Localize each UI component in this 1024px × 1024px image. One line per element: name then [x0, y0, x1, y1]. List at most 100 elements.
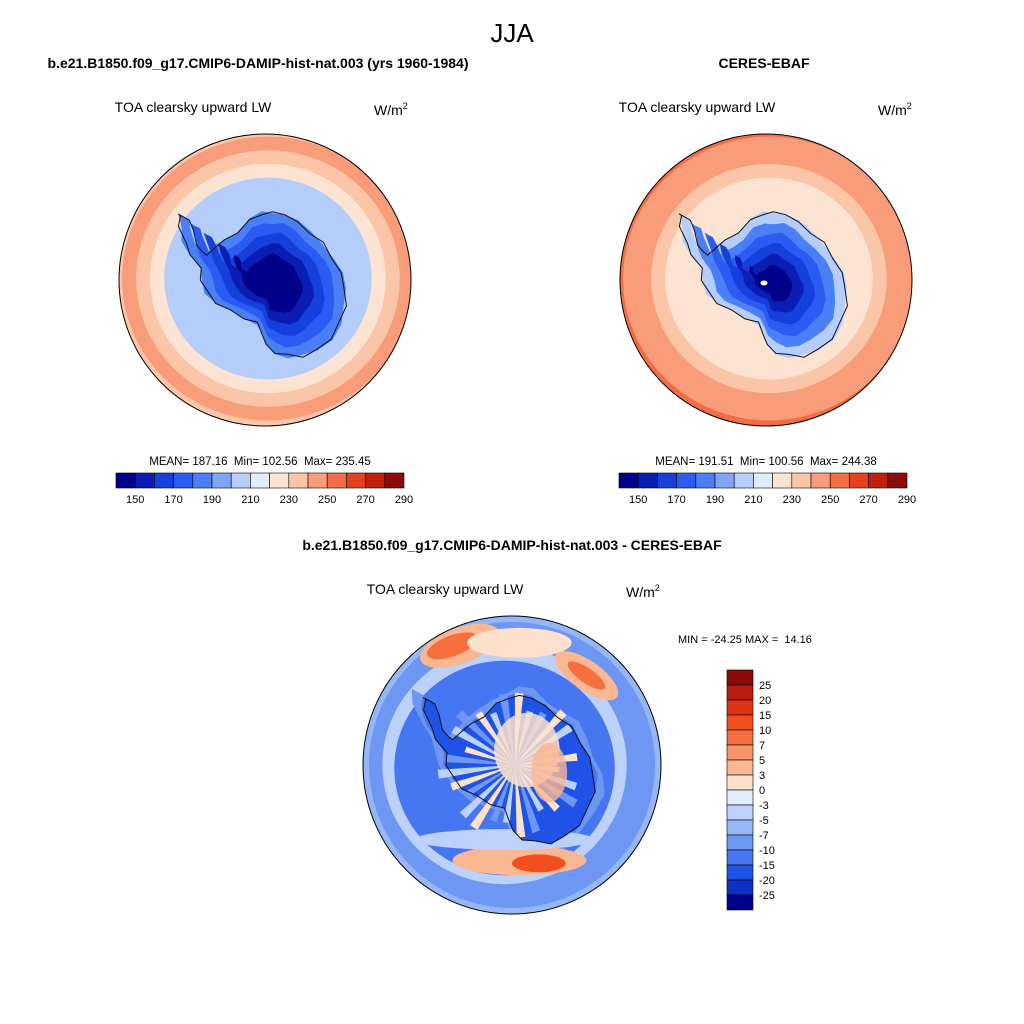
diff-colorbar-swatch	[726, 684, 754, 701]
model-colorbar-swatch	[154, 472, 174, 489]
model-colorbar-tick-label: 210	[241, 494, 259, 506]
diff-colorbar-swatch	[726, 804, 754, 821]
obs-colorbar-tick-label: 210	[744, 494, 762, 506]
model-antarctica-coastline	[177, 211, 347, 358]
diff-colorbar-swatch	[726, 849, 754, 866]
model-colorbar-tick-label: 150	[126, 494, 144, 506]
obs-colorbar-swatch	[868, 472, 889, 489]
model-colorbar-tick-label: 230	[280, 494, 298, 506]
model-colorbar-swatch	[211, 472, 232, 489]
diff-colorbar-tick-label: -10	[759, 845, 775, 857]
diff-colorbar-tick-label: 5	[759, 755, 765, 767]
diff-colorbar-swatch	[726, 834, 754, 851]
model-colorbar: 150 170 190 210 230 250 270 290	[115, 472, 413, 506]
diff-colorbar-swatch	[726, 774, 754, 791]
diff-colorbar-tick-label: 10	[759, 725, 771, 737]
model-colorbar-swatch	[365, 472, 386, 489]
diff-colorbar-swatch	[726, 714, 754, 731]
obs-colorbar-swatch	[714, 472, 735, 489]
obs-colorbar-swatch	[829, 472, 850, 489]
model-colorbar-swatch	[346, 472, 366, 489]
obs-map-border	[619, 133, 913, 427]
obs-colorbar-swatch	[618, 472, 639, 489]
obs-heading: CERES-EBAF	[718, 55, 809, 71]
model-colorbar-swatch	[115, 472, 136, 489]
model-colorbar-swatch	[288, 472, 309, 489]
model-colorbar-swatch	[173, 472, 194, 489]
obs-colorbar-swatch	[657, 472, 677, 489]
diff-colorbar-swatch	[726, 894, 754, 911]
model-colorbar-swatch	[230, 472, 251, 489]
obs-variable-label: TOA clearsky upward LW	[619, 99, 776, 115]
diff-colorbar-swatch	[726, 729, 754, 746]
obs-units-label: W/m2	[878, 101, 912, 118]
diff-colorbar-swatch	[726, 789, 754, 806]
model-map	[118, 133, 412, 427]
diff-colorbar-swatch	[726, 699, 754, 716]
diff-colorbar-tick-label: -25	[759, 890, 775, 902]
model-colorbar-tick-label: 250	[318, 494, 336, 506]
obs-colorbar-tick-label: 190	[706, 494, 724, 506]
obs-colorbar-tick-label: 150	[629, 494, 647, 506]
model-units-label: W/m2	[374, 101, 408, 118]
diff-colorbar-swatch	[726, 759, 754, 776]
model-colorbar-swatch	[384, 472, 405, 489]
obs-colorbar-tick-label: 270	[859, 494, 877, 506]
diff-colorbar-tick-label: -3	[759, 800, 769, 812]
obs-colorbar-swatch	[810, 472, 831, 489]
diff-colorbar-tick-label: 20	[759, 695, 771, 707]
obs-colorbar-tick-label: 170	[667, 494, 685, 506]
model-colorbar-tick-label: 270	[356, 494, 374, 506]
diff-colorbar-swatch	[726, 744, 754, 761]
diff-colorbar-tick-label: 0	[759, 785, 765, 797]
diff-heading: b.e21.B1850.f09_g17.CMIP6-DAMIP-hist-nat…	[302, 537, 722, 553]
obs-colorbar-swatch	[887, 472, 908, 489]
diff-colorbar-tick-label: -15	[759, 860, 775, 872]
obs-colorbar-tick-label: 230	[783, 494, 801, 506]
diff-colorbar-swatch	[726, 879, 754, 896]
obs-colorbar-swatch	[637, 472, 658, 489]
model-colorbar-tick-label: 290	[395, 494, 413, 506]
obs-colorbar-swatch	[676, 472, 697, 489]
diff-colorbar-tick-label: -5	[759, 815, 769, 827]
model-colorbar-tick-label: 190	[203, 494, 221, 506]
diff-map	[362, 615, 662, 915]
diff-stats: MIN = -24.25 MAX = 14.16	[678, 634, 812, 646]
diff-antarctica-coastline	[423, 694, 596, 845]
obs-colorbar-swatch	[772, 472, 793, 489]
diff-colorbar-swatch	[726, 864, 754, 881]
obs-map	[619, 133, 913, 427]
obs-colorbar-swatch	[791, 472, 812, 489]
obs-stats: MEAN= 191.51 Min= 100.56 Max= 244.38	[655, 456, 877, 468]
model-colorbar-tick-label: 170	[164, 494, 182, 506]
model-colorbar-swatch	[250, 472, 270, 489]
obs-antarctica-coastline	[678, 211, 848, 358]
diff-units-label: W/m2	[626, 583, 660, 600]
model-colorbar-swatch	[192, 472, 213, 489]
diff-colorbar-tick-label: 15	[759, 710, 771, 722]
model-variable-label: TOA clearsky upward LW	[115, 99, 272, 115]
season-title: JJA	[490, 18, 534, 48]
model-stats: MEAN= 187.16 Min= 102.56 Max= 235.45	[149, 456, 371, 468]
diff-colorbar-tick-label: 7	[759, 740, 765, 752]
obs-colorbar-swatch	[733, 472, 754, 489]
model-map-border	[118, 133, 412, 427]
diff-colorbar-tick-label: 25	[759, 680, 771, 692]
model-colorbar-swatch	[269, 472, 290, 489]
obs-colorbar-swatch	[849, 472, 869, 489]
obs-colorbar-swatch	[753, 472, 773, 489]
diff-colorbar-tick-label: -7	[759, 830, 769, 842]
diff-map-border	[362, 615, 662, 915]
model-colorbar-swatch	[326, 472, 347, 489]
diff-colorbar-swatch	[726, 819, 754, 836]
diff-variable-label: TOA clearsky upward LW	[367, 581, 524, 597]
diff-colorbar: 25 20 15 10 7 5 3 0 -3 -5 -7 -10 -15 -20 -25	[726, 669, 775, 911]
model-colorbar-swatch	[134, 472, 155, 489]
diff-colorbar-tick-label: 3	[759, 770, 765, 782]
model-heading: b.e21.B1850.f09_g17.CMIP6-DAMIP-hist-nat…	[48, 55, 469, 71]
obs-colorbar: 150 170 190 210 230 250 270 290	[618, 472, 916, 506]
obs-colorbar-tick-label: 290	[898, 494, 916, 506]
diff-colorbar-tick-label: -20	[759, 875, 775, 887]
model-colorbar-swatch	[307, 472, 328, 489]
